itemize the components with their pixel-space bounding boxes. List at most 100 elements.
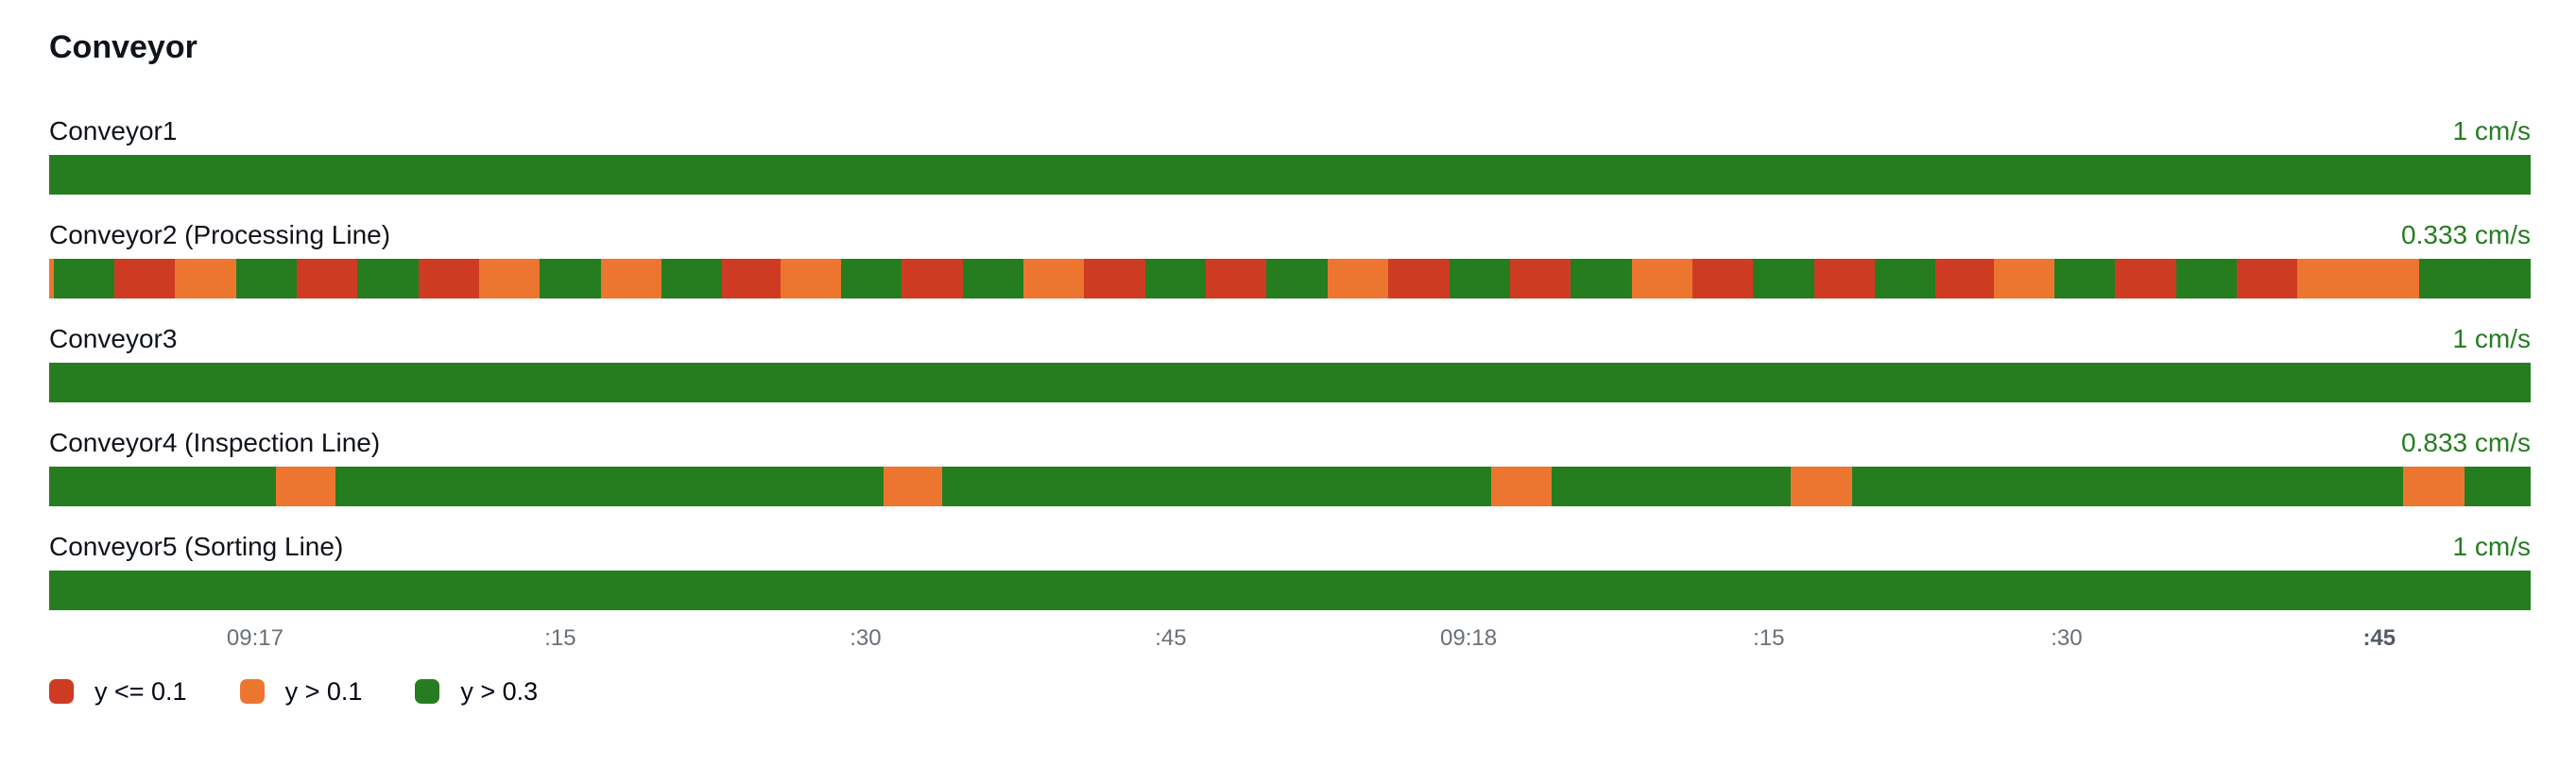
status-segment-red[interactable] [722,259,781,298]
conveyor-row-header: Conveyor1 1 cm/s [49,115,2531,147]
status-segment-green[interactable] [1875,259,1936,298]
conveyor-latest-value: 1 cm/s [2452,116,2531,145]
status-segment-red[interactable] [1388,259,1450,298]
status-segment-green[interactable] [1851,467,2403,506]
status-segment-orange[interactable] [1631,259,1692,298]
status-segment-orange[interactable] [600,259,662,298]
status-segment-green[interactable] [1551,467,1791,506]
conveyor-label: Conveyor2 (Processing Line) [49,220,391,249]
status-segment-green[interactable] [2419,259,2531,298]
status-segment-orange[interactable] [780,259,841,298]
status-bar[interactable] [49,155,2531,195]
status-bar[interactable] [49,259,2531,298]
legend-swatch-icon [239,679,265,704]
status-bar[interactable] [49,363,2531,402]
conveyor-latest-value: 1 cm/s [2452,532,2531,561]
status-segment-red[interactable] [1692,259,1754,298]
axis-tick: :15 [544,625,576,651]
legend-swatch-icon [415,679,440,704]
conveyor-row: Conveyor4 (Inspection Line) 0.833 cm/s [49,427,2531,506]
conveyor-label: Conveyor1 [49,116,178,145]
axis-tick: :45 [1155,625,1187,651]
conveyor-row-header: Conveyor4 (Inspection Line) 0.833 cm/s [49,427,2531,459]
conveyor-row: Conveyor2 (Processing Line) 0.333 cm/s [49,219,2531,298]
status-segment-green[interactable] [1753,259,1814,298]
status-segment-green[interactable] [1449,259,1510,298]
status-segment-orange[interactable] [884,467,942,506]
threshold-legend: y <= 0.1 y > 0.1 y > 0.3 [49,676,2531,707]
status-segment-green[interactable] [941,467,1492,506]
status-segment-red[interactable] [2237,259,2298,298]
status-segment-green[interactable] [335,467,884,506]
status-segment-red[interactable] [296,259,358,298]
conveyor-row-header: Conveyor3 1 cm/s [49,323,2531,355]
axis-tick: :30 [2051,625,2083,651]
status-segment-orange[interactable] [1023,259,1085,298]
status-segment-red[interactable] [1813,259,1876,298]
status-segment-green[interactable] [540,259,601,298]
status-segment-orange[interactable] [175,259,236,298]
conveyor-label: Conveyor4 (Inspection Line) [49,428,381,457]
conveyor-latest-value: 0.333 cm/s [2401,220,2531,249]
status-segment-orange[interactable] [2402,467,2464,506]
status-bar[interactable] [49,467,2531,506]
status-segment-red[interactable] [2115,259,2176,298]
conveyor-label: Conveyor3 [49,324,178,353]
status-segment-red[interactable] [902,259,963,298]
status-segment-green[interactable] [1144,259,1207,298]
status-segment-green[interactable] [49,363,2531,402]
status-segment-green[interactable] [962,259,1024,298]
legend-label: y <= 0.1 [94,677,187,706]
status-segment-red[interactable] [1084,259,1145,298]
status-segment-orange[interactable] [479,259,541,298]
status-bar[interactable] [49,571,2531,610]
legend-label: y > 0.1 [284,677,363,706]
status-segment-red[interactable] [1935,259,1994,298]
status-segment-green[interactable] [2053,259,2116,298]
status-segment-orange[interactable] [1790,467,1852,506]
status-segment-green[interactable] [357,259,419,298]
status-segment-orange[interactable] [1491,467,1552,506]
legend-item: y <= 0.1 [49,676,187,707]
time-axis: 09:17 :15 :30 :45 09:18 :15 :30 :45 [49,623,2531,654]
status-segment-red[interactable] [1206,259,1267,298]
status-segment-green[interactable] [49,467,277,506]
status-segment-orange[interactable] [276,467,336,506]
conveyor-row: Conveyor5 (Sorting Line) 1 cm/s [49,531,2531,610]
status-segment-green[interactable] [49,571,2531,610]
status-segment-green[interactable] [53,259,114,298]
status-segment-green[interactable] [2175,259,2237,298]
status-segment-green[interactable] [1571,259,1632,298]
legend-item: y > 0.1 [239,676,363,707]
status-segment-green[interactable] [840,259,902,298]
conveyor-latest-value: 1 cm/s [2452,324,2531,353]
status-segment-green[interactable] [2464,467,2531,506]
status-segment-green[interactable] [235,259,297,298]
status-segment-green[interactable] [1266,259,1328,298]
status-segment-red[interactable] [113,259,176,298]
status-segment-red[interactable] [418,259,480,298]
axis-tick: :30 [850,625,882,651]
status-segment-red[interactable] [1509,259,1571,298]
legend-label: y > 0.3 [460,677,539,706]
status-segment-orange[interactable] [2297,259,2420,298]
axis-tick: 09:18 [1440,625,1498,651]
conveyor-row: Conveyor1 1 cm/s [49,115,2531,195]
status-segment-green[interactable] [49,155,2531,195]
status-segment-orange[interactable] [1993,259,2054,298]
legend-swatch-icon [49,679,74,704]
status-segment-orange[interactable] [1327,259,1389,298]
conveyor-row-header: Conveyor5 (Sorting Line) 1 cm/s [49,531,2531,563]
status-segment-orange[interactable] [49,259,54,298]
conveyor-latest-value: 0.833 cm/s [2401,428,2531,457]
axis-tick: :15 [1753,625,1785,651]
conveyor-row-header: Conveyor2 (Processing Line) 0.333 cm/s [49,219,2531,251]
axis-tick: :45 [2362,625,2396,651]
timeline-rows: Conveyor1 1 cm/s Conveyor2 (Processing L… [49,115,2531,610]
conveyor-row: Conveyor3 1 cm/s [49,323,2531,402]
conveyor-label: Conveyor5 (Sorting Line) [49,532,344,561]
legend-item: y > 0.3 [415,676,538,707]
axis-tick: 09:17 [226,625,283,651]
status-segment-green[interactable] [661,259,723,298]
